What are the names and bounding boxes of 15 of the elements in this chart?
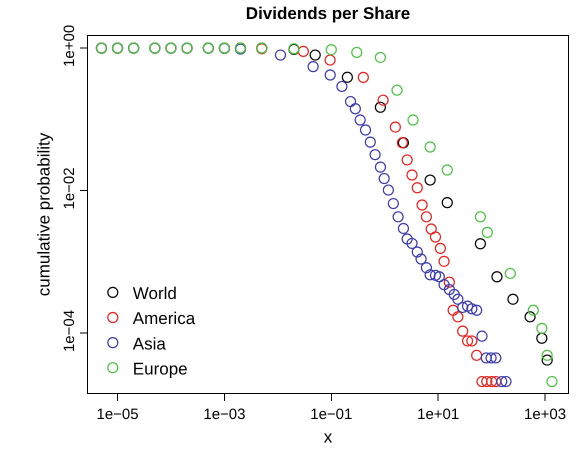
x-tick-label: 1e−03: [203, 406, 246, 423]
y-tick-label: 1e−04: [61, 310, 78, 352]
legend-label: America: [132, 309, 196, 328]
y-tick-label: 1e+00: [61, 24, 78, 67]
x-tick-label: 1e−01: [310, 406, 352, 423]
y-tick-label: 1e−02: [61, 167, 78, 210]
x-tick-label: 1e+01: [417, 406, 460, 423]
x-axis-title: x: [324, 427, 333, 446]
legend-label: World: [132, 284, 177, 304]
y-axis-title: cumulative probability: [34, 132, 54, 296]
legend-label: Europe: [132, 359, 188, 378]
legend-label: Asia: [132, 334, 166, 354]
x-tick-label: 1e+03: [524, 406, 566, 423]
chart-title: Dividends per Share: [246, 4, 410, 23]
x-tick-label: 1e−05: [96, 406, 139, 423]
